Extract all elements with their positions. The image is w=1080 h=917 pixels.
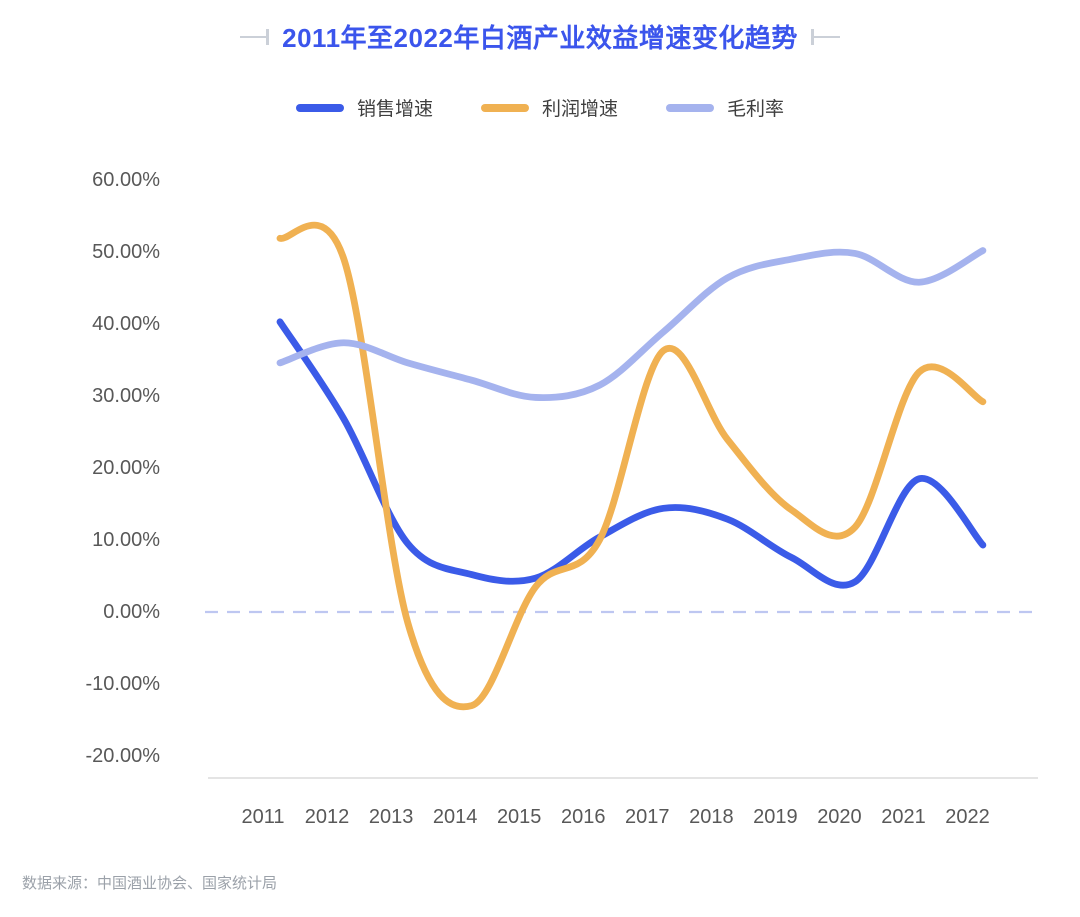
y-tick-7: -10.00% (85, 673, 161, 695)
chart-legend: 销售增速 利润增速 毛利率 (0, 94, 1080, 121)
legend-label-0: 销售增速 (356, 99, 433, 120)
legend-item-1: 利润增速 (480, 94, 618, 121)
x-tick-3: 2014 (432, 806, 478, 828)
title-right-decoration (810, 28, 840, 45)
y-tick-0: 60.00% (92, 169, 160, 191)
x-tick-7: 2018 (689, 806, 734, 828)
chart-title-row: 2011年至2022年白酒产业效益增速变化趋势 (0, 18, 1080, 55)
legend-swatch-2 (666, 103, 714, 112)
y-tick-3: 30.00% (92, 385, 160, 407)
legend-label-1: 利润增速 (541, 99, 618, 120)
title-left-bar (266, 28, 270, 45)
data-source-note: 数据来源：中国酒业协会、国家统计局 (22, 875, 278, 892)
legend-swatch-1 (480, 103, 529, 112)
page-title: 2011年至2022年白酒产业效益增速变化趋势 (282, 23, 798, 53)
y-tick-4: 20.00% (92, 457, 160, 479)
y-tick-8: -20.00% (85, 745, 161, 767)
legend-swatch-0 (295, 103, 344, 112)
x-tick-2: 2013 (368, 806, 414, 828)
x-tick-11: 2022 (945, 806, 990, 828)
legend-item-0: 销售增速 (295, 94, 433, 121)
title-right-bar (810, 28, 814, 45)
y-tick-5: 10.00% (92, 529, 160, 551)
x-tick-4: 2015 (496, 806, 542, 828)
series-line-1 (276, 221, 987, 711)
series-line-2 (276, 247, 987, 402)
legend-item-2: 毛利率 (666, 94, 784, 121)
x-tick-9: 2020 (817, 806, 862, 828)
legend-label-2: 毛利率 (727, 99, 785, 120)
y-tick-6: 0.00% (103, 601, 160, 623)
title-left-line (240, 35, 267, 38)
x-tick-8: 2019 (753, 806, 798, 828)
y-tick-1: 50.00% (92, 241, 160, 263)
x-tick-10: 2021 (881, 806, 926, 828)
x-tick-0: 2011 (241, 806, 285, 828)
x-tick-1: 2012 (304, 806, 350, 828)
title-left-decoration (240, 28, 270, 45)
x-tick-6: 2017 (625, 806, 670, 828)
title-right-line (813, 35, 840, 38)
x-tick-5: 2016 (561, 806, 606, 828)
y-tick-2: 40.00% (92, 313, 160, 335)
